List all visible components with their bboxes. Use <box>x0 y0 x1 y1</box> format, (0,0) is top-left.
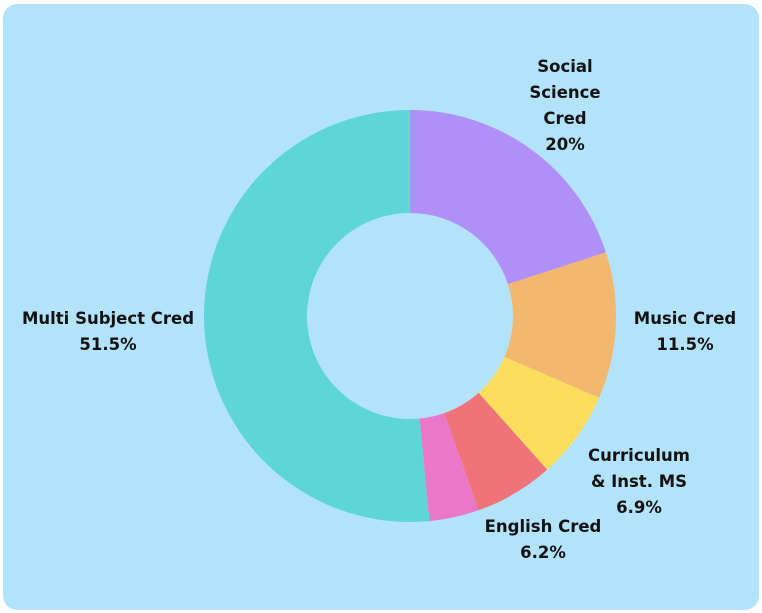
label-multi-subject-name: Multi Subject Cred <box>21 309 195 328</box>
label-curriculum: Curriculum & Inst. MS 6.9% <box>574 443 704 521</box>
label-music-name: Music Cred <box>633 309 737 328</box>
label-english-name: English Cred <box>484 517 602 536</box>
label-curriculum-value: 6.9% <box>616 498 662 517</box>
label-multi-subject-value: 51.5% <box>79 335 137 354</box>
donut-slice-0 <box>410 110 606 285</box>
label-multi-subject: Multi Subject Cred 51.5% <box>8 306 208 358</box>
donut-chart <box>204 110 617 522</box>
label-music-value: 11.5% <box>656 335 714 354</box>
donut-slice-extra <box>419 413 479 522</box>
chart-card: Social Science Cred 20% Music Cred 11.5%… <box>3 4 759 610</box>
label-english-value: 6.2% <box>520 543 566 562</box>
donut-slice-2 <box>478 356 600 470</box>
label-music: Music Cred 11.5% <box>610 306 760 358</box>
label-curriculum-name: Curriculum & Inst. MS <box>588 446 690 491</box>
donut-slice-4 <box>204 110 430 522</box>
label-social-science-name: Social Science Cred <box>529 57 601 128</box>
donut-slice-1 <box>504 252 617 398</box>
donut-slice-3 <box>444 392 548 511</box>
label-social-science-value: 20% <box>545 135 585 154</box>
label-social-science: Social Science Cred 20% <box>500 54 630 158</box>
label-english: English Cred 6.2% <box>463 514 623 566</box>
